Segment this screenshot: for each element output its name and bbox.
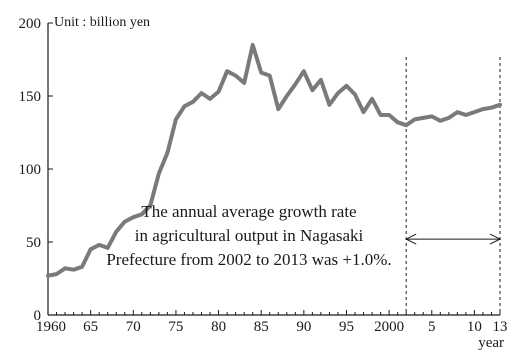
x-tick-label: 90 <box>296 319 311 335</box>
x-tick-label: 85 <box>254 319 269 335</box>
x-tick-label: 80 <box>211 319 226 335</box>
x-tick-label: 75 <box>168 319 183 335</box>
x-tick-label: 65 <box>83 319 98 335</box>
x-axis-ticks: 1960 65 70 75 80 85 90 95 2000 5 10 13 <box>36 310 507 335</box>
y-axis-ticks: 0 50 100 150 200 <box>19 16 53 324</box>
x-tick-label: 95 <box>339 319 354 335</box>
y-tick-label: 150 <box>19 89 42 105</box>
note-line-1: The annual average growth rate <box>141 202 356 221</box>
note-line-3: Prefecture from 2002 to 2013 was +1.0%. <box>106 250 391 269</box>
x-tick-label: 2000 <box>374 319 404 335</box>
y-tick-label: 100 <box>19 162 42 178</box>
y-tick-label: 50 <box>26 235 41 251</box>
unit-label: Unit : billion yen <box>54 15 150 30</box>
series-line <box>46 42 502 278</box>
period-arrow-left-head <box>405 233 417 245</box>
period-markers <box>405 57 502 315</box>
x-tick-label: 13 <box>493 319 507 335</box>
growth-rate-note: The annual average growth rate in agricu… <box>106 202 391 269</box>
y-tick-label: 0 <box>34 308 42 324</box>
x-axis-title: year <box>478 335 504 351</box>
x-tick-label: 10 <box>467 319 482 335</box>
x-tick-label: 5 <box>428 319 436 335</box>
x-tick-label: 70 <box>126 319 141 335</box>
period-arrow-right-head <box>489 233 502 245</box>
note-line-2: in agricultural output in Nagasaki <box>135 226 364 245</box>
x-tick-label: 1960 <box>36 319 66 335</box>
y-tick-label: 200 <box>19 16 42 32</box>
axes <box>47 23 500 316</box>
